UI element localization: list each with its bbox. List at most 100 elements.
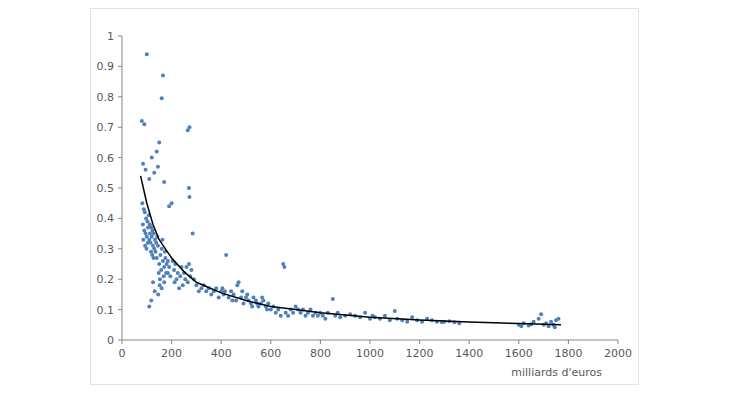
x-tick-label: 800 xyxy=(310,347,331,360)
scatter-point xyxy=(146,226,150,230)
x-tick-label: 1000 xyxy=(356,347,384,360)
scatter-point xyxy=(145,52,149,56)
scatter-point xyxy=(187,262,191,266)
scatter-point xyxy=(161,74,165,78)
scatter-point xyxy=(539,312,543,316)
y-tick-label: 0.4 xyxy=(97,212,115,225)
y-tick-label: 0.8 xyxy=(97,91,115,104)
scatter-series xyxy=(140,52,561,329)
x-tick xyxy=(419,340,420,344)
scatter-point xyxy=(143,210,147,214)
fit-line xyxy=(141,176,561,325)
scatter-point xyxy=(265,308,269,312)
y-tick-label: 1 xyxy=(107,30,114,43)
scatter-point xyxy=(286,314,290,318)
scatter-point xyxy=(142,122,146,126)
scatter-point xyxy=(146,241,150,245)
x-tick xyxy=(320,340,321,344)
x-tick-label: 600 xyxy=(260,347,281,360)
scatter-point xyxy=(155,256,159,260)
scatter-point xyxy=(245,292,249,296)
scatter-point xyxy=(194,283,198,287)
scatter-point xyxy=(189,268,193,272)
y-tick xyxy=(118,36,122,37)
scatter-point xyxy=(141,238,145,242)
scatter-point xyxy=(160,247,164,251)
y-tick-label: 0.6 xyxy=(97,152,115,165)
scatter-point xyxy=(147,177,151,181)
x-tick-label: 1200 xyxy=(406,347,434,360)
x-tick xyxy=(122,340,123,344)
scatter-point xyxy=(148,232,152,236)
scatter-point xyxy=(155,150,159,154)
scatter-point xyxy=(187,125,191,129)
scatter-point xyxy=(145,247,149,251)
x-tick xyxy=(270,340,271,344)
y-tick xyxy=(118,157,122,158)
scatter-point xyxy=(175,277,179,281)
scatter-point xyxy=(186,280,190,284)
scatter-point xyxy=(250,305,254,309)
scatter-point xyxy=(159,268,163,272)
scatter-point xyxy=(144,168,148,172)
scatter-point xyxy=(157,140,161,144)
scatter-point xyxy=(167,265,171,269)
scatter-point xyxy=(230,298,234,302)
scatter-point xyxy=(187,195,191,199)
scatter-point xyxy=(178,274,182,278)
scatter-point xyxy=(363,311,367,315)
y-tick xyxy=(118,96,122,97)
scatter-point xyxy=(147,305,151,309)
y-tick xyxy=(118,188,122,189)
y-tick-label: 0.5 xyxy=(97,182,115,195)
scatter-point xyxy=(242,302,246,306)
scatter-point xyxy=(383,314,387,318)
y-tick xyxy=(118,66,122,67)
y-tick-label: 0 xyxy=(107,334,114,347)
x-tick-label: 200 xyxy=(161,347,182,360)
x-tick xyxy=(469,340,470,344)
plot-area xyxy=(140,52,561,329)
x-tick xyxy=(370,340,371,344)
scatter-point xyxy=(140,201,144,205)
scatter-point xyxy=(158,277,162,281)
scatter-point xyxy=(141,162,145,166)
y-tick-label: 0.7 xyxy=(97,121,115,134)
scatter-point xyxy=(172,268,176,272)
x-tick-label: 1800 xyxy=(554,347,582,360)
x-tick-label: 0 xyxy=(119,347,126,360)
y-tick xyxy=(118,127,122,128)
scatter-point xyxy=(156,292,160,296)
scatter-point xyxy=(156,165,160,169)
x-tick xyxy=(518,340,519,344)
chart-frame xyxy=(91,9,639,385)
scatter-point xyxy=(168,274,172,278)
x-tick xyxy=(171,340,172,344)
scatter-point xyxy=(537,317,541,321)
x-tick xyxy=(618,340,619,344)
scatter-point xyxy=(393,309,397,313)
scatter-point xyxy=(153,250,157,254)
y-tick-label: 0.3 xyxy=(97,243,115,256)
scatter-point xyxy=(556,317,560,321)
scatter-point xyxy=(338,315,342,319)
scatter-point xyxy=(224,253,228,257)
scatter-point xyxy=(181,283,185,287)
scatter-point xyxy=(291,311,295,315)
scatter-point xyxy=(217,295,221,299)
scatter-point xyxy=(279,314,283,318)
scatter-point xyxy=(160,286,164,290)
scatter-point xyxy=(158,253,162,257)
scatter-point xyxy=(149,298,153,302)
scatter-point xyxy=(151,280,155,284)
scatter-point xyxy=(323,317,327,321)
scatter-point xyxy=(167,204,171,208)
x-tick xyxy=(221,340,222,344)
scatter-point xyxy=(141,222,145,226)
scatter-point xyxy=(234,298,238,302)
scatter-point xyxy=(187,186,191,190)
y-tick-label: 0.9 xyxy=(97,60,115,73)
y-tick xyxy=(118,248,122,249)
scatter-point xyxy=(157,262,161,266)
scatter-point xyxy=(160,96,164,100)
